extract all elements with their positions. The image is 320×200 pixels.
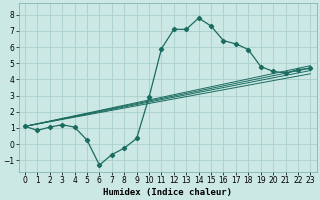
X-axis label: Humidex (Indice chaleur): Humidex (Indice chaleur) xyxy=(103,188,232,197)
